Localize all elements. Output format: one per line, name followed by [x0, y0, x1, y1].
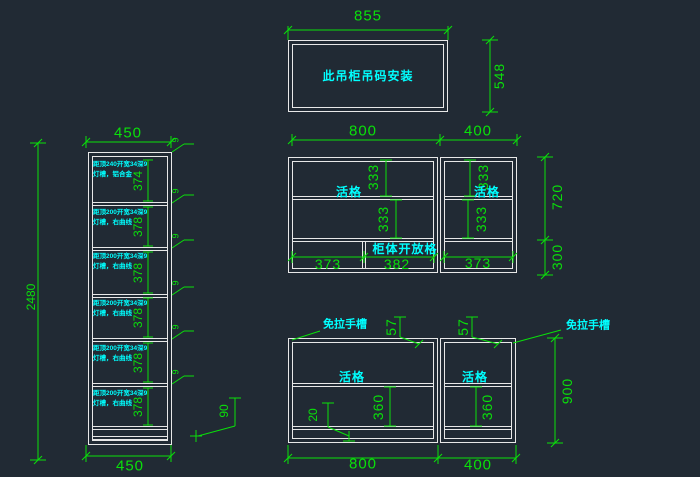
note-compartment-3-line2: 灯槽，右曲线 — [93, 262, 132, 270]
dim-shelf-edge-2: 9 — [170, 188, 181, 194]
label-base-left-shelf: 活格 — [338, 370, 366, 384]
dim-top-panel-width: 855 — [353, 7, 383, 25]
base-cabinet-right-outline — [440, 338, 516, 443]
dim-compartment-1: 374 — [131, 170, 145, 192]
note-compartment-5-line1: 距顶200开宽34深9 — [93, 344, 148, 352]
note-compartment-1-line2: 灯槽，铝合金 — [93, 170, 132, 178]
note-compartment-2-line1: 距顶200开宽34深9 — [93, 208, 148, 216]
note-compartment-6-line2: 灯槽，右曲线 — [93, 399, 132, 407]
dim-wall-width-right: 400 — [463, 122, 493, 140]
dim-tall-width-bottom: 450 — [115, 457, 145, 475]
label-base-right-shelf: 活格 — [461, 370, 489, 384]
dim-compartment-5: 378 — [131, 352, 145, 374]
dim-base-right-depth: 360 — [479, 393, 495, 421]
note-compartment-4-line1: 距顶200开宽34深9 — [93, 299, 148, 307]
dim-shelf-edge-6: 9 — [170, 369, 181, 375]
dim-groove-left: 57 — [383, 318, 399, 336]
dim-shelf-edge-1: 9 — [170, 137, 181, 143]
dim-wall-width-left: 800 — [348, 122, 378, 140]
note-compartment-3-line1: 距顶200开宽34深9 — [93, 252, 148, 260]
dim-base-left-depth: 360 — [370, 393, 386, 421]
dim-compartment-3: 378 — [131, 262, 145, 284]
note-compartment-1-line1: 距顶240开宽34深9 — [93, 160, 148, 168]
dim-base-width-right: 400 — [463, 456, 493, 474]
cabinet-outlines — [88, 40, 517, 445]
dim-base-bottom: 20 — [306, 408, 320, 422]
dim-compartment-4: 378 — [131, 307, 145, 329]
note-compartment-6-line1: 距顶200开宽34深9 — [93, 389, 148, 397]
dim-open-right: 373 — [464, 255, 492, 271]
label-open-section: 柜体开放格 — [372, 242, 438, 256]
dim-base-height: 900 — [559, 377, 575, 405]
note-compartment-2-line2: 灯槽，右曲线 — [93, 218, 132, 226]
dim-shelf-edge-3: 9 — [170, 233, 181, 239]
dim-open-left: 373 — [314, 256, 342, 272]
dim-shelf-edge-5: 9 — [170, 324, 181, 330]
base-cabinet-left-outline — [288, 338, 438, 443]
dim-top-panel-height: 548 — [491, 62, 507, 90]
dim-wall-height-lower: 300 — [549, 243, 565, 271]
dim-open-middle: 382 — [383, 256, 411, 272]
label-wall-right-shelf: 活格 — [473, 185, 501, 199]
dim-groove-right: 57 — [455, 318, 471, 336]
dim-compartment-2: 378 — [131, 216, 145, 238]
label-groove-left: 免拉手槽 — [323, 318, 367, 331]
dim-compartment-6: 378 — [131, 396, 145, 418]
dim-wall-left-top: 333 — [365, 163, 381, 191]
dim-wall-right-bottom: 333 — [473, 205, 489, 233]
label-wall-left-shelf: 活格 — [335, 185, 363, 199]
shelf-lines — [92, 196, 513, 440]
dim-shelf-edge-4: 9 — [170, 280, 181, 286]
label-groove-right: 免拉手槽 — [566, 319, 610, 332]
note-compartment-4-line2: 灯槽，右曲线 — [93, 309, 132, 317]
dim-tall-width-top: 450 — [113, 124, 143, 142]
label-top-panel: 此吊柜吊码安装 — [322, 69, 414, 83]
note-compartment-5-line2: 灯槽，右曲线 — [93, 354, 132, 362]
dim-tall-height: 2480 — [24, 283, 38, 311]
dim-wall-left-bottom: 333 — [375, 205, 391, 233]
dim-base-width-left: 800 — [348, 455, 378, 473]
dim-tall-base: 90 — [217, 404, 231, 418]
dim-wall-height-upper: 720 — [549, 183, 565, 211]
